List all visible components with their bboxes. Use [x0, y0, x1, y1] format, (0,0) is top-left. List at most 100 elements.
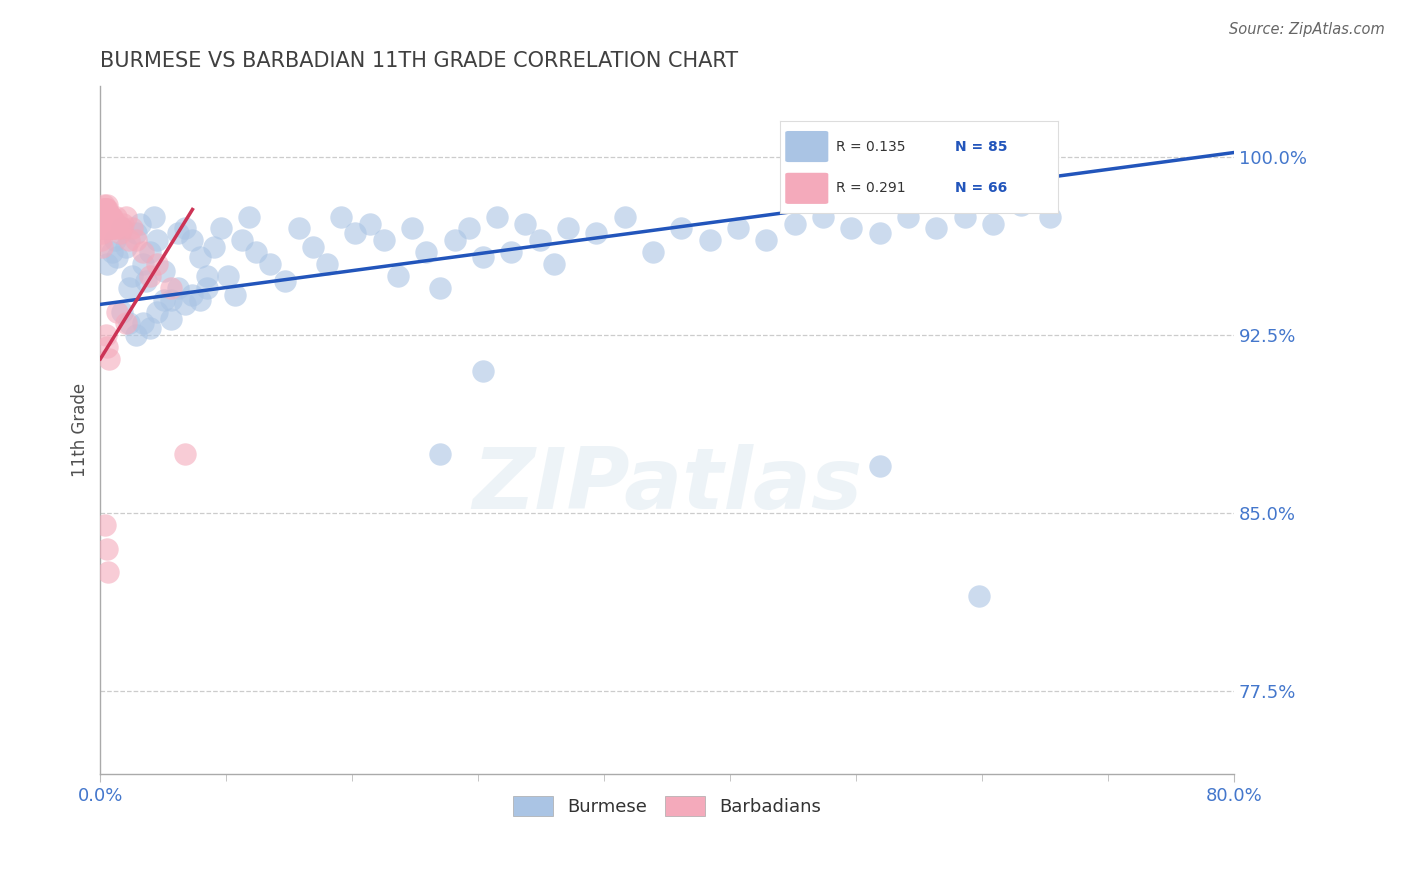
Point: [429, 447, 451, 461]
Point: [94, 210, 117, 224]
Point: [783, 217, 806, 231]
Point: [202, 240, 225, 254]
Point: [146, 304, 169, 318]
Point: [174, 297, 197, 311]
Point: [132, 245, 155, 260]
Point: [97, 351, 120, 366]
Point: [181, 288, 204, 302]
Point: [94, 202, 117, 217]
Point: [94, 217, 117, 231]
Point: [96, 202, 118, 217]
Point: [641, 245, 664, 260]
Point: [110, 304, 132, 318]
Point: [143, 210, 166, 224]
Point: [91, 221, 114, 235]
Point: [96, 198, 118, 212]
Point: [93, 202, 115, 217]
Point: [415, 245, 437, 260]
Point: [174, 447, 197, 461]
Point: [387, 268, 409, 283]
Point: [139, 245, 162, 260]
Point: [195, 281, 218, 295]
Point: [139, 268, 162, 283]
Point: [967, 589, 990, 603]
Point: [115, 240, 138, 254]
Point: [93, 210, 115, 224]
Point: [100, 210, 122, 224]
Point: [188, 250, 211, 264]
Point: [224, 288, 246, 302]
Point: [699, 233, 721, 247]
Point: [110, 221, 132, 235]
Point: [93, 217, 115, 231]
Point: [188, 293, 211, 307]
Point: [401, 221, 423, 235]
Text: ZIPatlas: ZIPatlas: [472, 443, 862, 526]
Point: [897, 210, 920, 224]
Point: [153, 264, 176, 278]
Legend: Burmese, Barbadians: Burmese, Barbadians: [506, 789, 828, 823]
Point: [217, 268, 239, 283]
Point: [96, 202, 118, 217]
Point: [259, 257, 281, 271]
Point: [105, 304, 128, 318]
Point: [100, 245, 122, 260]
Point: [132, 317, 155, 331]
Point: [429, 281, 451, 295]
Point: [245, 245, 267, 260]
Point: [195, 268, 218, 283]
Point: [174, 221, 197, 235]
Point: [373, 233, 395, 247]
Point: [125, 226, 148, 240]
Point: [94, 328, 117, 343]
Point: [925, 221, 948, 235]
Point: [529, 233, 551, 247]
Point: [97, 217, 120, 231]
Point: [105, 250, 128, 264]
Point: [869, 226, 891, 240]
Point: [125, 233, 148, 247]
Point: [104, 221, 127, 235]
Point: [107, 221, 129, 235]
Point: [111, 217, 134, 231]
Point: [91, 240, 114, 254]
Point: [105, 217, 128, 231]
Point: [97, 221, 120, 235]
Point: [98, 210, 121, 224]
Point: [115, 317, 138, 331]
Point: [91, 202, 114, 217]
Point: [359, 217, 381, 231]
Point: [100, 210, 122, 224]
Point: [96, 257, 118, 271]
Point: [160, 311, 183, 326]
Point: [90, 233, 112, 247]
Point: [93, 198, 115, 212]
Point: [97, 221, 120, 235]
Point: [231, 233, 253, 247]
Point: [110, 221, 132, 235]
Point: [515, 217, 537, 231]
Point: [543, 257, 565, 271]
Point: [302, 240, 325, 254]
Point: [91, 226, 114, 240]
Point: [273, 274, 295, 288]
Point: [160, 281, 183, 295]
Point: [103, 221, 125, 235]
Point: [101, 221, 124, 235]
Point: [135, 274, 157, 288]
Point: [98, 217, 121, 231]
Point: [344, 226, 367, 240]
Point: [98, 221, 121, 235]
Point: [443, 233, 465, 247]
Point: [90, 221, 112, 235]
Point: [96, 340, 118, 354]
Point: [727, 221, 749, 235]
Point: [160, 293, 183, 307]
Point: [96, 210, 118, 224]
Point: [121, 221, 143, 235]
Point: [1010, 198, 1032, 212]
Point: [104, 210, 127, 224]
Point: [153, 293, 176, 307]
Point: [118, 233, 141, 247]
Point: [486, 210, 509, 224]
